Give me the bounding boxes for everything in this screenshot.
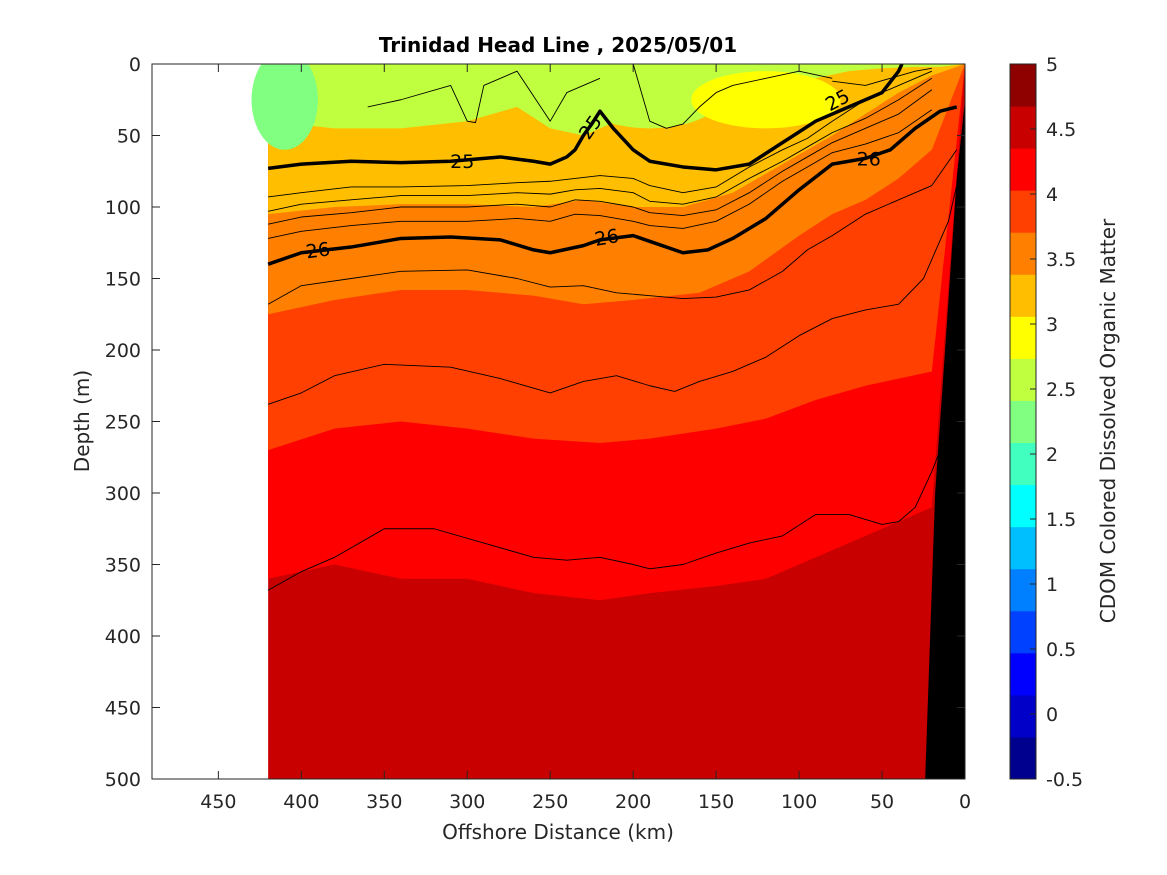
contour-label: 26: [305, 238, 332, 263]
contour-major: [267, 105, 958, 266]
colorbar-segment: [1010, 232, 1036, 275]
colorbar-tick-label: 1.5: [1046, 509, 1076, 531]
colorbar-frame: [1009, 63, 1037, 780]
y-tick-label: 350: [105, 555, 141, 577]
colorbar-segment: [1010, 610, 1036, 654]
colorbar-tick-label: 4: [1046, 184, 1058, 206]
y-tick-label: 400: [105, 626, 141, 648]
y-axis-label: Depth (m): [70, 370, 94, 472]
contour-minor: [268, 89, 933, 225]
colorbar-segment: [1010, 274, 1036, 317]
colorbar-tick-label: 5: [1046, 54, 1058, 76]
colorbar-tick-label: 1: [1046, 574, 1058, 596]
y-tick-label: 200: [105, 340, 141, 362]
colorbar-tick-label: 3: [1046, 314, 1058, 336]
contour-minor: [267, 149, 958, 305]
colorbar-label: CDOM Colored Dissolved Organic Matter: [1096, 218, 1120, 623]
field-patch: [251, 64, 318, 150]
x-tick-label: 300: [449, 791, 485, 813]
colorbar-tick-label: 0: [1046, 704, 1058, 726]
x-tick-label: 400: [283, 791, 319, 813]
colorbar-segment: [1010, 568, 1036, 612]
colorbar-tick-label: -0.5: [1046, 769, 1083, 791]
contour-minor: [268, 109, 933, 239]
contour-minor: [832, 67, 932, 86]
bathymetry: [925, 99, 965, 779]
contour-minor: [267, 185, 958, 405]
contour-minor: [267, 438, 949, 591]
contour-minor: [632, 64, 833, 129]
contour-minor: [367, 70, 601, 124]
colorbar-segment: [1010, 316, 1036, 359]
contour-minor: [268, 70, 932, 198]
x-tick-label: 250: [532, 791, 568, 813]
x-tick-label: 150: [698, 791, 734, 813]
colorbar-segment: [1010, 736, 1036, 780]
y-tick-label: 450: [105, 698, 141, 720]
colorbar-tick-label: 2.5: [1046, 379, 1076, 401]
colorbar: 5 4.5 4 3.5 3 2.5 2 1.5 1 0.5 0 -0.5: [1009, 54, 1083, 791]
colorbar-segment: [1010, 694, 1036, 738]
x-axis-label: Offshore Distance (km): [442, 820, 674, 844]
y-tick-label: 150: [105, 269, 141, 291]
colorbar-tick-label: 0.5: [1046, 639, 1076, 661]
contour-major: [267, 64, 904, 172]
contour-label: 25: [450, 151, 474, 173]
x-axis: 450 400 350 300 250 200 150 100 50 0: [200, 64, 971, 813]
colorbar-segment: [1010, 148, 1036, 191]
y-tick-label: 50: [117, 126, 141, 148]
y-tick-label: 100: [105, 197, 141, 219]
chart-title: Trinidad Head Line , 2025/05/01: [379, 33, 737, 57]
colorbar-segment: [1010, 64, 1036, 107]
colorbar-segment: [1010, 652, 1036, 696]
colorbar-segment: [1010, 106, 1036, 149]
x-tick-label: 200: [615, 791, 651, 813]
colorbar-segment: [1010, 484, 1036, 528]
contour-label: 26: [857, 148, 881, 170]
x-tick-label: 100: [781, 791, 817, 813]
contour-label: 26: [593, 225, 621, 251]
y-axis: 0 50 100 150 200 250 300 350 400 450 500: [105, 54, 965, 791]
y-tick-label: 250: [105, 412, 141, 434]
x-tick-label: 350: [366, 791, 402, 813]
colorbar-segment: [1010, 526, 1036, 570]
x-tick-label: 50: [870, 791, 894, 813]
y-tick-label: 300: [105, 483, 141, 505]
x-tick-label: 450: [200, 791, 236, 813]
field-patch: [575, 64, 725, 129]
y-tick-label: 500: [105, 769, 141, 791]
bathymetry-polygon: [925, 99, 965, 779]
x-tick-label: 0: [959, 791, 971, 813]
colorbar-segment: [1010, 442, 1036, 486]
colorbar-segment: [1010, 358, 1036, 401]
y-tick-label: 0: [129, 54, 141, 76]
density-contours: [267, 64, 958, 591]
colorbar-tick-label: 3.5: [1046, 249, 1076, 271]
colorbar-tick-label: 2: [1046, 444, 1058, 466]
colorbar-tick-label: 4.5: [1046, 119, 1076, 141]
colorbar-segment: [1010, 400, 1036, 444]
colorbar-segment: [1010, 190, 1036, 233]
field-patch: [691, 71, 841, 129]
contour-minor: [268, 77, 933, 212]
